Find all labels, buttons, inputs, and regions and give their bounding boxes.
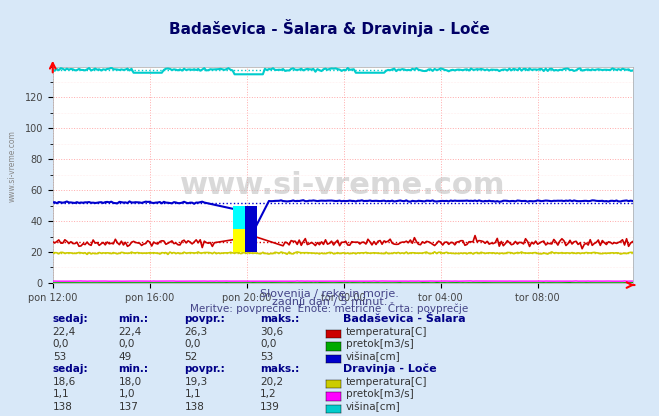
Text: 0,0: 0,0: [119, 339, 135, 349]
Text: 20,2: 20,2: [260, 377, 283, 387]
Text: min.:: min.:: [119, 314, 149, 324]
Text: povpr.:: povpr.:: [185, 314, 225, 324]
Text: 1,1: 1,1: [185, 389, 201, 399]
Text: pretok[m3/s]: pretok[m3/s]: [346, 339, 414, 349]
Text: www.si-vreme.com: www.si-vreme.com: [180, 171, 505, 200]
Text: sedaj:: sedaj:: [53, 364, 88, 374]
Text: 138: 138: [185, 402, 204, 412]
Text: 0,0: 0,0: [185, 339, 201, 349]
Text: 30,6: 30,6: [260, 327, 283, 337]
Text: 1,1: 1,1: [53, 389, 69, 399]
Text: 49: 49: [119, 352, 132, 362]
Text: www.si-vreme.com: www.si-vreme.com: [8, 131, 17, 202]
Text: 138: 138: [53, 402, 72, 412]
Text: Dravinja - Loče: Dravinja - Loče: [343, 364, 436, 374]
Text: Meritve: povprečne  Enote: metrične  Črta: povprečje: Meritve: povprečne Enote: metrične Črta:…: [190, 302, 469, 314]
Text: 0,0: 0,0: [53, 339, 69, 349]
Text: 18,6: 18,6: [53, 377, 76, 387]
Text: 18,0: 18,0: [119, 377, 142, 387]
Text: maks.:: maks.:: [260, 314, 300, 324]
Text: 53: 53: [53, 352, 66, 362]
Text: višina[cm]: višina[cm]: [346, 401, 401, 412]
Text: Badaševica - Šalara: Badaševica - Šalara: [343, 314, 465, 324]
Text: 139: 139: [260, 402, 280, 412]
Text: 1,2: 1,2: [260, 389, 277, 399]
Text: pretok[m3/s]: pretok[m3/s]: [346, 389, 414, 399]
Text: min.:: min.:: [119, 364, 149, 374]
Text: 22,4: 22,4: [119, 327, 142, 337]
Text: 0,0: 0,0: [260, 339, 277, 349]
Bar: [233, 229, 253, 252]
Text: 53: 53: [260, 352, 273, 362]
Text: Badaševica - Šalara & Dravinja - Loče: Badaševica - Šalara & Dravinja - Loče: [169, 19, 490, 37]
Text: višina[cm]: višina[cm]: [346, 352, 401, 362]
Text: povpr.:: povpr.:: [185, 364, 225, 374]
Text: temperatura[C]: temperatura[C]: [346, 327, 428, 337]
Text: 52: 52: [185, 352, 198, 362]
Text: 137: 137: [119, 402, 138, 412]
Text: 19,3: 19,3: [185, 377, 208, 387]
Text: sedaj:: sedaj:: [53, 314, 88, 324]
Text: 26,3: 26,3: [185, 327, 208, 337]
Text: zadnji dan / 5 minut.: zadnji dan / 5 minut.: [272, 297, 387, 307]
Text: temperatura[C]: temperatura[C]: [346, 377, 428, 387]
Text: 1,0: 1,0: [119, 389, 135, 399]
Text: maks.:: maks.:: [260, 364, 300, 374]
Bar: [244, 206, 257, 252]
Text: 22,4: 22,4: [53, 327, 76, 337]
Text: Slovenija / reke in morje.: Slovenija / reke in morje.: [260, 289, 399, 299]
Bar: [233, 206, 253, 229]
